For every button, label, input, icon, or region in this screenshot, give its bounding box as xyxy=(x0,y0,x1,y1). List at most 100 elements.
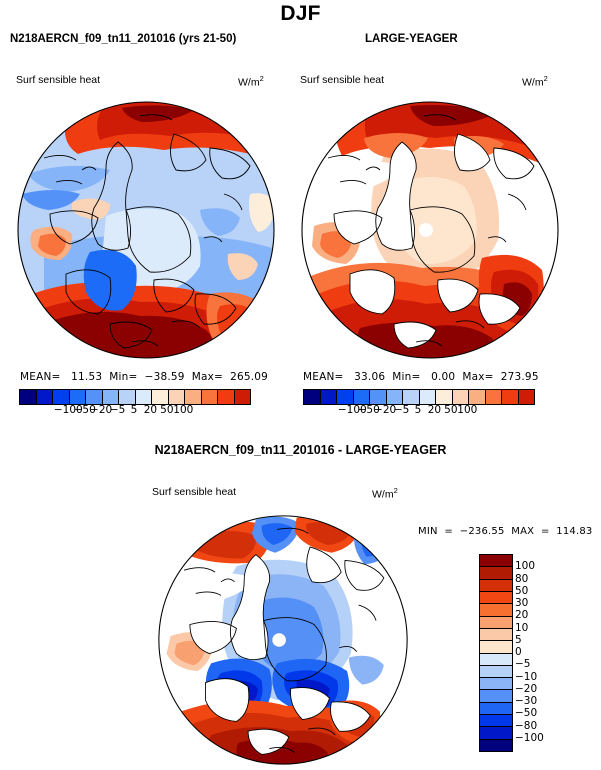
colorbar-tick-label: −20 xyxy=(90,404,113,416)
right-panel-stats: MEAN= 33.06 Min= 0.00 Max= 273.95 xyxy=(303,371,539,383)
colorbar-segment xyxy=(337,390,354,404)
units-exponent: 2 xyxy=(259,74,264,83)
left-panel-colorbar-labels: −100 −50 −20 −5 5 20 50 100 xyxy=(19,404,249,418)
units-text: W/m xyxy=(522,76,544,89)
colorbar-tick-label: 30 xyxy=(515,597,529,609)
units-exponent: 2 xyxy=(393,486,398,495)
colorbar-segment xyxy=(518,390,534,404)
right-panel-units-label: W/m2 xyxy=(522,74,548,89)
colorbar-segment xyxy=(480,702,512,716)
colorbar-segment xyxy=(469,390,486,404)
colorbar-segment xyxy=(185,390,202,404)
colorbar-tick-label: 100 xyxy=(457,404,478,416)
right-map-coastlines xyxy=(327,114,535,351)
units-text: W/m xyxy=(372,488,394,501)
colorbar-segment xyxy=(480,591,512,605)
colorbar-tick-label: −20 xyxy=(515,682,538,695)
colorbar-segment xyxy=(452,390,469,404)
left-panel-colorbar xyxy=(19,389,251,405)
colorbar-segment xyxy=(234,390,250,404)
colorbar-segment xyxy=(480,678,512,691)
colorbar-segment xyxy=(436,390,453,404)
colorbar-segment xyxy=(69,390,86,404)
colorbar-segment xyxy=(480,567,512,580)
right-map-svg xyxy=(301,101,559,359)
difference-panel-colorbar xyxy=(479,554,513,752)
right-panel-colorbar xyxy=(303,389,535,405)
difference-panel-title: N218AERCN_f09_tn11_201016 - LARGE-YEAGER xyxy=(154,443,447,457)
colorbar-segment xyxy=(304,390,321,404)
right-map-border xyxy=(301,101,559,359)
difference-panel-stats: MIN = −236.55 MAX = 114.83 xyxy=(418,526,593,537)
colorbar-tick-label: 50 xyxy=(515,584,529,597)
colorbar-tick-label: −10 xyxy=(515,670,538,683)
diff-map-coastlines xyxy=(183,527,385,757)
colorbar-segment xyxy=(102,390,119,404)
colorbar-tick-label: −5 xyxy=(515,658,531,671)
colorbar-segment xyxy=(480,727,512,740)
left-map-coastlines xyxy=(43,114,251,351)
left-panel-map xyxy=(14,98,278,362)
colorbar-tick-label: 100 xyxy=(515,560,536,573)
colorbar-tick-label: −50 xyxy=(357,404,380,416)
colorbar-segment xyxy=(480,715,512,728)
difference-panel-units-label: W/m2 xyxy=(372,486,398,501)
colorbar-tick-label: −100 xyxy=(515,731,544,744)
colorbar-tick-label: 5 xyxy=(515,633,522,646)
colorbar-segment xyxy=(480,665,512,679)
colorbar-segment xyxy=(480,739,512,751)
difference-panel-field-label: Surf sensible heat xyxy=(152,486,237,498)
colorbar-segment xyxy=(480,628,512,642)
difference-panel-map xyxy=(155,512,411,768)
colorbar-segment xyxy=(119,390,136,404)
colorbar-tick-label: 5 xyxy=(130,404,138,416)
colorbar-tick-label: −5 xyxy=(109,404,126,416)
left-panel-field-label: Surf sensible heat xyxy=(16,74,101,86)
colorbar-tick-label: 20 xyxy=(515,609,529,622)
colorbar-tick-label: 5 xyxy=(414,404,422,416)
colorbar-segment xyxy=(480,641,512,654)
colorbar-segment xyxy=(152,390,169,404)
colorbar-segment xyxy=(135,390,152,404)
colorbar-tick-label: −50 xyxy=(515,707,538,720)
left-panel-case-title: N218AERCN_f09_tn11_201016 (yrs 21-50) xyxy=(10,33,237,45)
colorbar-segment xyxy=(53,390,70,404)
colorbar-segment xyxy=(201,390,218,404)
colorbar-segment xyxy=(218,390,235,404)
colorbar-tick-label: −100 xyxy=(53,404,83,416)
right-panel-case-title: LARGE-YEAGER xyxy=(365,33,458,45)
colorbar-segment xyxy=(480,653,512,666)
colorbar-segment xyxy=(86,390,103,404)
left-panel-stats: MEAN= 11.53 Min= −38.59 Max= 265.09 xyxy=(20,371,269,383)
left-map-border xyxy=(17,101,275,359)
colorbar-tick-label: 80 xyxy=(515,572,529,585)
page-title: DJF xyxy=(280,2,321,25)
difference-panel-colorbar-labels: 100 80 50 30 20 10 5 0 −5 −10 −20 −30 −50 −80 −100 xyxy=(515,554,559,750)
units-text: W/m xyxy=(238,76,260,89)
colorbar-segment xyxy=(485,390,502,404)
colorbar-segment xyxy=(320,390,337,404)
colorbar-tick-label: 20 xyxy=(427,404,442,416)
colorbar-segment xyxy=(419,390,436,404)
units-exponent: 2 xyxy=(543,74,548,83)
colorbar-tick-label: −50 xyxy=(73,404,96,416)
colorbar-segment xyxy=(370,390,387,404)
colorbar-segment xyxy=(353,390,370,404)
colorbar-segment xyxy=(480,555,512,568)
right-panel-field-label: Surf sensible heat xyxy=(300,74,385,86)
left-panel-units-label: W/m2 xyxy=(238,74,264,89)
diff-map-field xyxy=(158,515,408,765)
colorbar-tick-label: −100 xyxy=(337,404,367,416)
right-panel-map xyxy=(298,98,562,362)
colorbar-tick-label: 100 xyxy=(173,404,194,416)
colorbar-segment xyxy=(403,390,420,404)
colorbar-segment xyxy=(480,690,512,703)
right-panel-colorbar-labels: −100 −50 −20 −5 5 20 50 100 xyxy=(303,404,533,418)
colorbar-segment xyxy=(502,390,519,404)
colorbar-segment xyxy=(480,604,512,617)
colorbar-tick-label: 0 xyxy=(515,646,522,658)
colorbar-segment xyxy=(20,390,37,404)
colorbar-tick-label: 50 xyxy=(160,404,174,416)
colorbar-tick-label: −80 xyxy=(515,719,538,732)
colorbar-tick-label: 20 xyxy=(143,404,158,416)
